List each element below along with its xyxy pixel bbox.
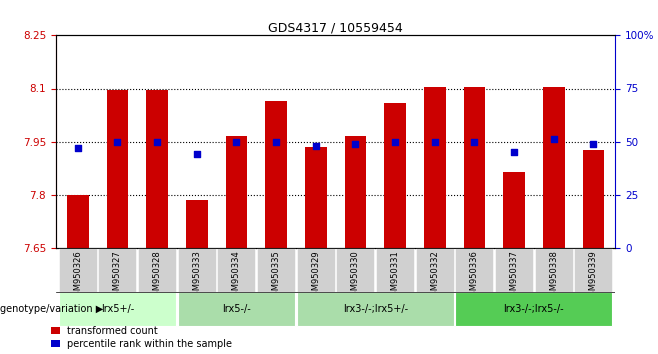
Text: GSM950335: GSM950335 xyxy=(272,250,280,301)
Point xyxy=(72,145,83,151)
Point xyxy=(509,149,519,155)
Bar xyxy=(297,248,335,292)
Bar xyxy=(305,147,326,248)
Text: GSM950333: GSM950333 xyxy=(192,250,201,301)
Bar xyxy=(186,200,208,248)
Point xyxy=(549,137,559,142)
Bar xyxy=(297,292,454,326)
Text: GSM950336: GSM950336 xyxy=(470,250,479,301)
Point xyxy=(112,139,122,144)
Text: GSM950334: GSM950334 xyxy=(232,250,241,301)
Text: GSM950331: GSM950331 xyxy=(391,250,399,301)
Text: lrx5-/-: lrx5-/- xyxy=(222,304,251,314)
Point xyxy=(469,139,480,144)
Text: lrx5+/-: lrx5+/- xyxy=(101,304,134,314)
Bar xyxy=(455,292,613,326)
Bar xyxy=(146,90,168,248)
Text: GSM950338: GSM950338 xyxy=(549,250,558,301)
Point xyxy=(152,139,163,144)
Bar xyxy=(495,248,533,292)
Text: lrx3-/-;lrx5-/-: lrx3-/-;lrx5-/- xyxy=(503,304,564,314)
Bar xyxy=(345,136,367,248)
Point xyxy=(231,139,241,144)
Point xyxy=(350,141,361,147)
Text: GSM950330: GSM950330 xyxy=(351,250,360,301)
Title: GDS4317 / 10559454: GDS4317 / 10559454 xyxy=(268,21,403,34)
Bar xyxy=(424,87,445,248)
Text: GSM950328: GSM950328 xyxy=(153,250,162,301)
Bar xyxy=(217,248,255,292)
Text: GSM950337: GSM950337 xyxy=(509,250,519,301)
Bar xyxy=(376,248,414,292)
Text: GSM950332: GSM950332 xyxy=(430,250,440,301)
Point xyxy=(311,143,321,149)
Bar xyxy=(178,248,216,292)
Bar xyxy=(384,103,406,248)
Text: GSM950329: GSM950329 xyxy=(311,250,320,301)
Text: GSM950326: GSM950326 xyxy=(73,250,82,301)
Point xyxy=(271,139,282,144)
Bar xyxy=(178,292,295,326)
Bar xyxy=(582,150,604,248)
Bar xyxy=(455,248,494,292)
Text: GSM950327: GSM950327 xyxy=(113,250,122,301)
Bar xyxy=(574,248,613,292)
Point xyxy=(588,141,599,147)
Bar xyxy=(265,101,287,248)
Bar xyxy=(226,136,247,248)
Text: genotype/variation ▶: genotype/variation ▶ xyxy=(0,304,103,314)
Bar xyxy=(503,172,525,248)
Text: GSM950339: GSM950339 xyxy=(589,250,598,301)
Bar xyxy=(535,248,572,292)
Bar xyxy=(463,87,486,248)
Bar xyxy=(138,248,176,292)
Bar xyxy=(59,248,97,292)
Bar xyxy=(99,248,136,292)
Legend: transformed count, percentile rank within the sample: transformed count, percentile rank withi… xyxy=(51,326,232,349)
Point xyxy=(430,139,440,144)
Text: lrx3-/-;lrx5+/-: lrx3-/-;lrx5+/- xyxy=(343,304,408,314)
Bar xyxy=(257,248,295,292)
Bar xyxy=(59,292,176,326)
Point xyxy=(191,152,202,157)
Bar xyxy=(543,87,565,248)
Bar xyxy=(336,248,374,292)
Point xyxy=(390,139,400,144)
Bar xyxy=(107,90,128,248)
Bar xyxy=(67,195,89,248)
Bar xyxy=(416,248,454,292)
